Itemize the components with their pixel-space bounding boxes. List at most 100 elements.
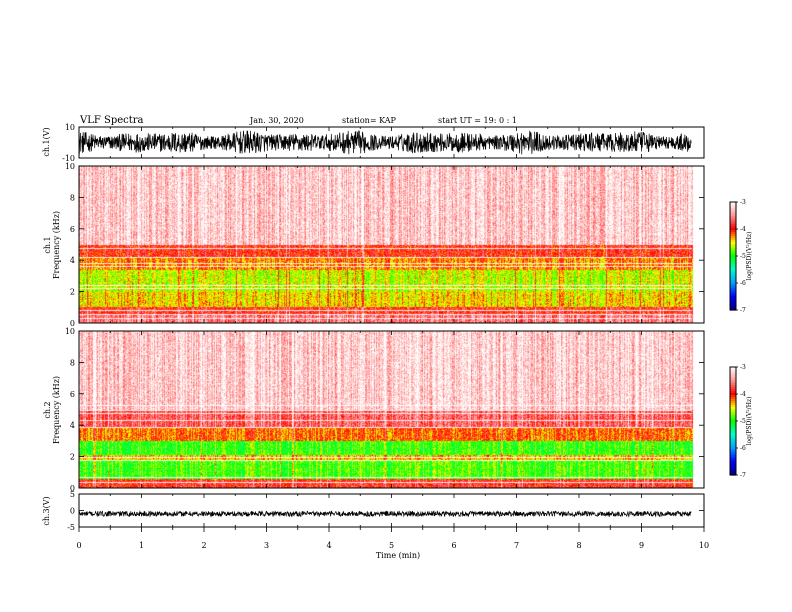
ch1-spectrogram-ytick-label-3: 6: [70, 225, 75, 234]
ch2-colorbar-swatch-35: [730, 437, 736, 440]
ch1-spectrogram-ticks: 0 2 4 6 8 10: [65, 162, 705, 328]
ch1-colorbar-swatch-6: [730, 214, 736, 217]
ch1-colorbar-swatch-23: [730, 248, 736, 251]
ch1-colorbar-swatch-15: [730, 232, 736, 235]
ch2-colorbar-swatch-18: [730, 403, 736, 406]
ch3-waveform-ylabel: ch.3(V): [42, 496, 51, 525]
ch1-colorbar-swatch-49: [730, 300, 736, 303]
ch2-colorbar-tick-label-1: -4: [740, 391, 746, 398]
ch2-colorbar-swatch-49: [730, 465, 736, 468]
ch2-colorbar-swatch-27: [730, 421, 736, 424]
ch1-waveform-ticks: 10 -10: [62, 123, 705, 163]
ch1-colorbar-swatch-44: [730, 290, 736, 293]
ch1-colorbar-swatch-43: [730, 288, 736, 291]
ch2-colorbar-swatch-42: [730, 451, 736, 454]
ch2-colorbar-swatch-44: [730, 455, 736, 458]
ch1-spectrogram-ylabel-frequency: Frequency (kHz): [52, 211, 61, 279]
ch3-waveform-ytick-label-2: -5: [67, 523, 75, 532]
ch2-colorbar-swatch-41: [730, 449, 736, 452]
ch2-spectrogram-ylabel-channel: ch.2: [43, 401, 52, 418]
ch2-colorbar-swatch-10: [730, 387, 736, 390]
ch1-colorbar-swatch-33: [730, 268, 736, 271]
time-axis-tick-label-7: 7: [514, 541, 519, 550]
ch2-colorbar-tick-label-3: -6: [740, 445, 746, 452]
ch1-colorbar-swatch-35: [730, 272, 736, 275]
ch2-colorbar-swatch-5: [730, 377, 736, 380]
ch1-colorbar-swatch-18: [730, 238, 736, 241]
ch1-colorbar-swatch-13: [730, 228, 736, 231]
ch2-colorbar-swatch-46: [730, 459, 736, 462]
ch1-spectrogram-ytick-label-5: 10: [65, 162, 75, 171]
ch1-colorbar-swatch-27: [730, 256, 736, 259]
ch2-colorbar-swatch-47: [730, 461, 736, 464]
ch2-colorbar-swatch-37: [730, 441, 736, 444]
ch1-colorbar-swatch-37: [730, 276, 736, 279]
ch2-colorbar-swatch-40: [730, 447, 736, 450]
figure-title: VLF Spectra: [79, 115, 144, 126]
ch1-colorbar-swatch-10: [730, 222, 736, 225]
ch2-spectrogram-image: [79, 331, 704, 488]
ch1-colorbar-swatch-40: [730, 282, 736, 285]
ch2-colorbar-swatch-21: [730, 409, 736, 412]
ch3-waveform-ytick-label-1: 0: [70, 507, 75, 516]
ch1-waveform-plot: [78, 130, 692, 155]
time-axis-label: Time (min): [376, 551, 420, 560]
ch1-colorbar-tick-label-2: -5: [740, 253, 746, 260]
ch1-spectrogram-plot: [79, 166, 704, 323]
ch2-colorbar-swatch-50: [730, 467, 736, 470]
time-axis-tick-label-2: 2: [201, 541, 206, 550]
ch2-colorbar-label: log(PSD)(V²/Hz): [746, 397, 753, 446]
ch1-spectrogram-ylabel-channel: ch.1: [43, 236, 52, 253]
ch2-colorbar-swatch-15: [730, 397, 736, 400]
ch1-colorbar-swatch-0: [730, 202, 736, 205]
ch1-colorbar-swatch-5: [730, 212, 736, 215]
ch2-spectrogram-panel: 0 2 4 6 8 10 ch.2 Frequency (kHz) -3 -4 -5 -6 -7 l…: [43, 327, 753, 493]
ch1-colorbar-swatch-8: [730, 218, 736, 221]
ch1-spectrogram-ytick-label-1: 2: [70, 288, 75, 297]
ch2-colorbar-swatch-20: [730, 407, 736, 410]
time-axis-tick-label-1: 1: [139, 541, 144, 550]
ch1-colorbar-swatch-9: [730, 220, 736, 223]
ch2-colorbar-swatch-30: [730, 427, 736, 430]
ch1-colorbar-swatch-29: [730, 260, 736, 263]
ch2-spectrogram-ytick-label-5: 10: [65, 327, 75, 336]
ch2-colorbar-swatch-9: [730, 385, 736, 388]
ch1-colorbar-swatch-47: [730, 296, 736, 299]
ch1-spectrogram-ytick-label-0: 0: [70, 319, 75, 328]
ch1-colorbar-swatch-32: [730, 266, 736, 269]
ch2-colorbar-swatch-51: [730, 469, 736, 472]
ch2-colorbar-swatch-32: [730, 431, 736, 434]
ch2-spectrogram-ylabel: ch.2 Frequency (kHz): [43, 376, 61, 444]
ch1-colorbar-swatch-51: [730, 304, 736, 307]
ch1-colorbar-swatch-50: [730, 302, 736, 305]
ch2-colorbar-swatch-14: [730, 395, 736, 398]
header-date: Jan. 30, 2020: [249, 116, 304, 125]
ch1-colorbar-swatch-7: [730, 216, 736, 219]
ch1-colorbar-swatch-19: [730, 240, 736, 243]
ch2-colorbar-swatch-23: [730, 413, 736, 416]
ch1-colorbar-swatch-11: [730, 224, 736, 227]
ch2-colorbar-swatch-1: [730, 369, 736, 372]
ch1-colorbar-tick-label-1: -4: [740, 226, 746, 233]
ch2-colorbar-swatch-8: [730, 383, 736, 386]
ch2-colorbar-swatch-13: [730, 393, 736, 396]
ch1-colorbar-swatch-53: [730, 308, 736, 311]
ch1-colorbar: -3 -4 -5 -6 -7 log(PSD)(V²/Hz): [729, 199, 753, 314]
ch3-trace: [78, 509, 692, 518]
ch2-colorbar-swatch-52: [730, 471, 736, 474]
ch1-spectrogram-panel: 0 2 4 6 8 10 ch.1 Frequency (kHz) -3 -4 -5 -6 -7 l…: [43, 162, 753, 328]
ch2-spectrogram-ytick-label-4: 8: [70, 358, 75, 367]
ch1-colorbar-swatch-41: [730, 284, 736, 287]
time-axis-tick-label-3: 3: [264, 541, 269, 550]
ch1-colorbar-swatch-30: [730, 262, 736, 265]
ch1-colorbar-swatch-38: [730, 278, 736, 281]
time-axis-tick-label-6: 6: [451, 541, 456, 550]
time-axis-tick-label-0: 0: [76, 541, 81, 550]
ch1-colorbar-swatch-36: [730, 274, 736, 277]
ch1-colorbar-swatch-52: [730, 306, 736, 309]
ch3-waveform-panel: 50-5 ch.3(V) 0 1 2 3 4 5 6 7 8 9 10 Time (min): [42, 490, 709, 560]
ch1-colorbar-swatch-25: [730, 252, 736, 255]
ch1-colorbar-swatch-21: [730, 244, 736, 247]
ch1-colorbar-swatch-42: [730, 286, 736, 289]
ch2-colorbar-swatch-12: [730, 391, 736, 394]
